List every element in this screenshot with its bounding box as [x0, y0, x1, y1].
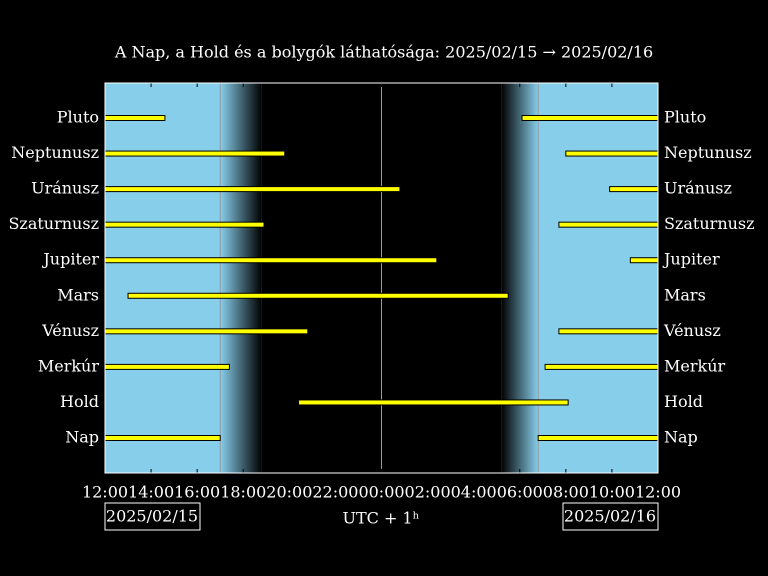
visibility-bar: [104, 435, 221, 441]
row-label: Vénusz: [663, 321, 721, 340]
visibility-bar: [104, 115, 166, 121]
plot-frame: [104, 82, 659, 474]
visibility-bar: [521, 115, 659, 121]
row-label: Hold: [664, 392, 703, 411]
x-tick-label: 08:00: [543, 483, 589, 502]
visibility-bar: [104, 363, 230, 370]
x-tick-label: 00:00: [358, 483, 404, 502]
row-label: Hold: [60, 392, 99, 411]
row-label: Jupiter: [662, 250, 720, 269]
row-label: Vénusz: [41, 321, 99, 340]
row-label: Nap: [664, 428, 698, 447]
row-label: Uránusz: [31, 179, 99, 198]
date-box: [562, 502, 659, 531]
row-label: Mars: [57, 285, 99, 304]
visibility-bar: [609, 186, 659, 193]
row-label: Szaturnusz: [664, 214, 755, 233]
visibility-bar: [104, 328, 309, 335]
row-label: Szaturnusz: [8, 214, 99, 233]
visibility-bar: [565, 150, 659, 157]
visibility-bar: [298, 399, 569, 406]
row-label: Nap: [65, 428, 99, 447]
x-tick-label: 02:00: [405, 483, 451, 502]
x-tick-label: 10:00: [589, 483, 635, 502]
date-box: [104, 502, 201, 531]
visibility-bar: [104, 186, 401, 193]
x-tick-label: 12:00: [635, 483, 681, 502]
x-axis-label: UTC + 1ʰ: [342, 509, 419, 528]
visibility-bar: [104, 221, 265, 228]
row-label: Uránusz: [664, 179, 732, 198]
end-date: 2025/02/16: [564, 507, 656, 526]
row-label: Jupiter: [41, 250, 99, 269]
row-label: Pluto: [664, 108, 706, 127]
dusk: [220, 83, 262, 473]
x-tick-label: 16:00: [174, 483, 220, 502]
chart-title: A Nap, a Hold és a bolygók láthatósága: …: [114, 43, 653, 62]
visibility-bar: [544, 363, 659, 370]
row-label: Pluto: [57, 108, 99, 127]
visibility-bar: [104, 257, 438, 264]
visibility-bar: [127, 292, 509, 299]
row-label: Merkúr: [664, 356, 726, 375]
row-label: Neptunusz: [664, 143, 752, 162]
visibility-bar: [537, 435, 659, 441]
x-tick-label: 12:00: [82, 483, 128, 502]
visibility-bar: [558, 328, 659, 335]
start-date: 2025/02/15: [106, 507, 198, 526]
visibility-bar: [104, 150, 286, 157]
x-tick-label: 14:00: [128, 483, 174, 502]
x-tick-label: 20:00: [266, 483, 312, 502]
row-label: Neptunusz: [11, 143, 99, 162]
x-tick-label: 18:00: [220, 483, 266, 502]
x-tick-label: 06:00: [497, 483, 543, 502]
dawn: [501, 83, 539, 473]
x-tick-label: 04:00: [451, 483, 497, 502]
visibility-bar: [558, 221, 659, 228]
row-label: Merkúr: [38, 356, 100, 375]
visibility-bar: [629, 257, 659, 264]
x-tick-label: 22:00: [312, 483, 358, 502]
row-label: Mars: [664, 285, 706, 304]
